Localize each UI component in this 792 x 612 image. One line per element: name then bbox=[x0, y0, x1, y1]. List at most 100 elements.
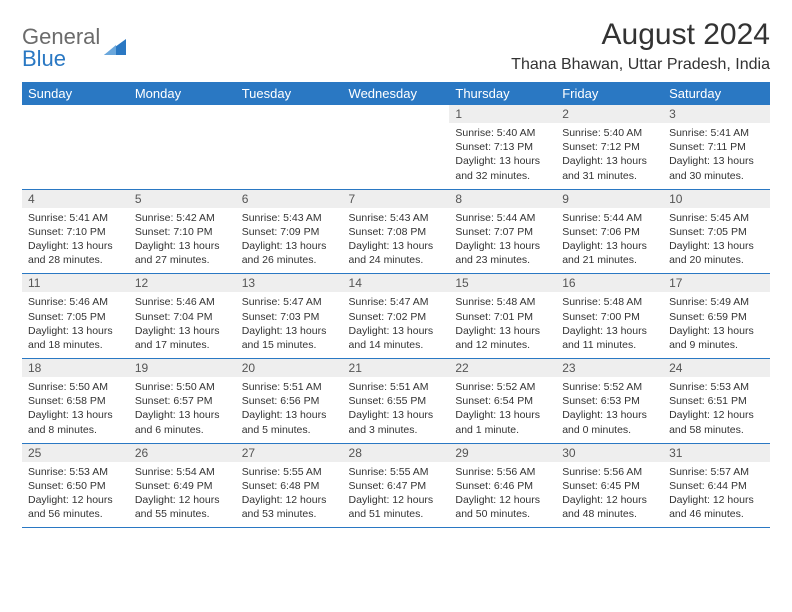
day-number: 2 bbox=[556, 105, 663, 123]
day-details: Sunrise: 5:41 AMSunset: 7:10 PMDaylight:… bbox=[22, 208, 129, 274]
sunset-line: Sunset: 6:46 PM bbox=[455, 479, 550, 493]
daylight-line: Daylight: 13 hours and 1 minute. bbox=[455, 408, 550, 436]
sunset-line: Sunset: 6:45 PM bbox=[562, 479, 657, 493]
sunset-line: Sunset: 7:06 PM bbox=[562, 225, 657, 239]
sunrise-line: Sunrise: 5:49 AM bbox=[669, 295, 764, 309]
daylight-line: Daylight: 13 hours and 20 minutes. bbox=[669, 239, 764, 267]
sunset-line: Sunset: 7:03 PM bbox=[242, 310, 337, 324]
sunrise-line: Sunrise: 5:54 AM bbox=[135, 465, 230, 479]
sunrise-line: Sunrise: 5:47 AM bbox=[349, 295, 444, 309]
day-number: 31 bbox=[663, 444, 770, 462]
calendar-day-cell: 17Sunrise: 5:49 AMSunset: 6:59 PMDayligh… bbox=[663, 274, 770, 359]
calendar-header-row: SundayMondayTuesdayWednesdayThursdayFrid… bbox=[22, 82, 770, 105]
day-number: 17 bbox=[663, 274, 770, 292]
day-details: Sunrise: 5:45 AMSunset: 7:05 PMDaylight:… bbox=[663, 208, 770, 274]
day-details: Sunrise: 5:47 AMSunset: 7:02 PMDaylight:… bbox=[343, 292, 450, 358]
location: Thana Bhawan, Uttar Pradesh, India bbox=[511, 56, 770, 74]
sunrise-line: Sunrise: 5:48 AM bbox=[562, 295, 657, 309]
daylight-line: Daylight: 13 hours and 21 minutes. bbox=[562, 239, 657, 267]
calendar-day-cell: 13Sunrise: 5:47 AMSunset: 7:03 PMDayligh… bbox=[236, 274, 343, 359]
calendar-day-cell: 11Sunrise: 5:46 AMSunset: 7:05 PMDayligh… bbox=[22, 274, 129, 359]
sunset-line: Sunset: 6:47 PM bbox=[349, 479, 444, 493]
day-number: 16 bbox=[556, 274, 663, 292]
calendar-day-cell: 30Sunrise: 5:56 AMSunset: 6:45 PMDayligh… bbox=[556, 443, 663, 528]
daylight-line: Daylight: 13 hours and 31 minutes. bbox=[562, 154, 657, 182]
calendar-header-cell: Tuesday bbox=[236, 82, 343, 105]
calendar-day-cell: 1Sunrise: 5:40 AMSunset: 7:13 PMDaylight… bbox=[449, 105, 556, 189]
calendar-day-cell: 21Sunrise: 5:51 AMSunset: 6:55 PMDayligh… bbox=[343, 359, 450, 444]
day-number: 9 bbox=[556, 190, 663, 208]
day-number: 26 bbox=[129, 444, 236, 462]
day-number: 27 bbox=[236, 444, 343, 462]
day-details: Sunrise: 5:56 AMSunset: 6:45 PMDaylight:… bbox=[556, 462, 663, 528]
sunset-line: Sunset: 7:01 PM bbox=[455, 310, 550, 324]
day-details: Sunrise: 5:42 AMSunset: 7:10 PMDaylight:… bbox=[129, 208, 236, 274]
sunset-line: Sunset: 6:54 PM bbox=[455, 394, 550, 408]
day-number: 21 bbox=[343, 359, 450, 377]
daylight-line: Daylight: 13 hours and 26 minutes. bbox=[242, 239, 337, 267]
day-number: 8 bbox=[449, 190, 556, 208]
calendar-day-cell: 8Sunrise: 5:44 AMSunset: 7:07 PMDaylight… bbox=[449, 189, 556, 274]
daylight-line: Daylight: 13 hours and 18 minutes. bbox=[28, 324, 123, 352]
sunrise-line: Sunrise: 5:52 AM bbox=[562, 380, 657, 394]
sunrise-line: Sunrise: 5:42 AM bbox=[135, 211, 230, 225]
sunrise-line: Sunrise: 5:40 AM bbox=[562, 126, 657, 140]
day-number: 6 bbox=[236, 190, 343, 208]
calendar-day-cell: 7Sunrise: 5:43 AMSunset: 7:08 PMDaylight… bbox=[343, 189, 450, 274]
calendar-day-cell: 31Sunrise: 5:57 AMSunset: 6:44 PMDayligh… bbox=[663, 443, 770, 528]
sunset-line: Sunset: 7:11 PM bbox=[669, 140, 764, 154]
day-details: Sunrise: 5:41 AMSunset: 7:11 PMDaylight:… bbox=[663, 123, 770, 189]
calendar-week-row: 25Sunrise: 5:53 AMSunset: 6:50 PMDayligh… bbox=[22, 443, 770, 528]
sunrise-line: Sunrise: 5:46 AM bbox=[28, 295, 123, 309]
calendar-day-cell: 18Sunrise: 5:50 AMSunset: 6:58 PMDayligh… bbox=[22, 359, 129, 444]
daylight-line: Daylight: 13 hours and 6 minutes. bbox=[135, 408, 230, 436]
day-details: Sunrise: 5:50 AMSunset: 6:57 PMDaylight:… bbox=[129, 377, 236, 443]
day-number: 10 bbox=[663, 190, 770, 208]
day-details: Sunrise: 5:52 AMSunset: 6:53 PMDaylight:… bbox=[556, 377, 663, 443]
calendar-week-row: 18Sunrise: 5:50 AMSunset: 6:58 PMDayligh… bbox=[22, 359, 770, 444]
sunset-line: Sunset: 7:08 PM bbox=[349, 225, 444, 239]
brand-mark-icon bbox=[102, 35, 128, 61]
day-details: Sunrise: 5:43 AMSunset: 7:09 PMDaylight:… bbox=[236, 208, 343, 274]
calendar-day-cell: 2Sunrise: 5:40 AMSunset: 7:12 PMDaylight… bbox=[556, 105, 663, 189]
sunrise-line: Sunrise: 5:41 AM bbox=[669, 126, 764, 140]
day-number: 5 bbox=[129, 190, 236, 208]
calendar-header-cell: Wednesday bbox=[343, 82, 450, 105]
sunset-line: Sunset: 6:50 PM bbox=[28, 479, 123, 493]
sunrise-line: Sunrise: 5:40 AM bbox=[455, 126, 550, 140]
sunset-line: Sunset: 7:09 PM bbox=[242, 225, 337, 239]
day-number: 22 bbox=[449, 359, 556, 377]
page-header: General Blue August 2024 Thana Bhawan, U… bbox=[22, 18, 770, 74]
daylight-line: Daylight: 13 hours and 3 minutes. bbox=[349, 408, 444, 436]
sunrise-line: Sunrise: 5:55 AM bbox=[349, 465, 444, 479]
sunrise-line: Sunrise: 5:50 AM bbox=[28, 380, 123, 394]
sunrise-line: Sunrise: 5:57 AM bbox=[669, 465, 764, 479]
sunrise-line: Sunrise: 5:44 AM bbox=[455, 211, 550, 225]
sunset-line: Sunset: 7:00 PM bbox=[562, 310, 657, 324]
calendar-day-cell: 19Sunrise: 5:50 AMSunset: 6:57 PMDayligh… bbox=[129, 359, 236, 444]
sunrise-line: Sunrise: 5:56 AM bbox=[562, 465, 657, 479]
daylight-line: Daylight: 12 hours and 51 minutes. bbox=[349, 493, 444, 521]
sunset-line: Sunset: 7:05 PM bbox=[28, 310, 123, 324]
calendar-day-cell bbox=[343, 105, 450, 189]
daylight-line: Daylight: 13 hours and 12 minutes. bbox=[455, 324, 550, 352]
day-details: Sunrise: 5:57 AMSunset: 6:44 PMDaylight:… bbox=[663, 462, 770, 528]
sunset-line: Sunset: 6:53 PM bbox=[562, 394, 657, 408]
sunset-line: Sunset: 7:05 PM bbox=[669, 225, 764, 239]
month-title: August 2024 bbox=[511, 18, 770, 52]
calendar-day-cell: 12Sunrise: 5:46 AMSunset: 7:04 PMDayligh… bbox=[129, 274, 236, 359]
sunset-line: Sunset: 6:48 PM bbox=[242, 479, 337, 493]
day-details: Sunrise: 5:54 AMSunset: 6:49 PMDaylight:… bbox=[129, 462, 236, 528]
day-details: Sunrise: 5:48 AMSunset: 7:01 PMDaylight:… bbox=[449, 292, 556, 358]
daylight-line: Daylight: 13 hours and 30 minutes. bbox=[669, 154, 764, 182]
sunset-line: Sunset: 6:56 PM bbox=[242, 394, 337, 408]
calendar-day-cell: 5Sunrise: 5:42 AMSunset: 7:10 PMDaylight… bbox=[129, 189, 236, 274]
daylight-line: Daylight: 13 hours and 32 minutes. bbox=[455, 154, 550, 182]
day-details: Sunrise: 5:52 AMSunset: 6:54 PMDaylight:… bbox=[449, 377, 556, 443]
daylight-line: Daylight: 12 hours and 53 minutes. bbox=[242, 493, 337, 521]
day-number: 4 bbox=[22, 190, 129, 208]
calendar-week-row: 4Sunrise: 5:41 AMSunset: 7:10 PMDaylight… bbox=[22, 189, 770, 274]
sunset-line: Sunset: 6:57 PM bbox=[135, 394, 230, 408]
daylight-line: Daylight: 13 hours and 5 minutes. bbox=[242, 408, 337, 436]
day-details: Sunrise: 5:48 AMSunset: 7:00 PMDaylight:… bbox=[556, 292, 663, 358]
